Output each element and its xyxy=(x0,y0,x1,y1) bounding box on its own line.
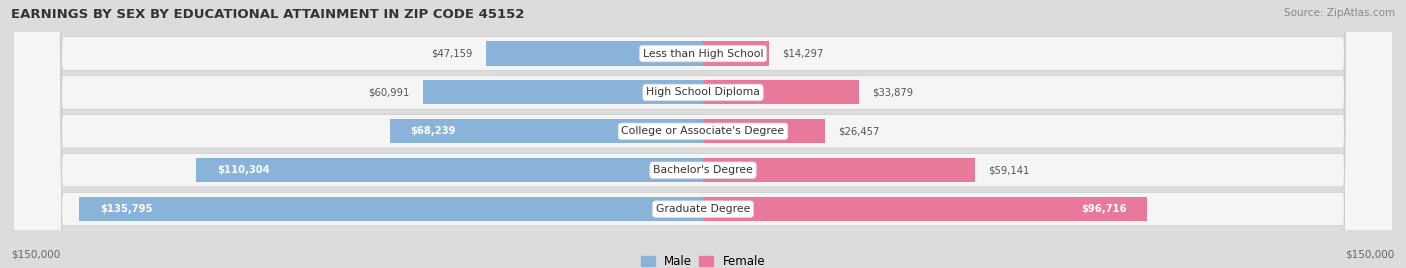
FancyBboxPatch shape xyxy=(7,0,1399,268)
Text: $135,795: $135,795 xyxy=(100,204,152,214)
Text: $68,239: $68,239 xyxy=(411,126,456,136)
FancyBboxPatch shape xyxy=(7,0,1399,268)
Bar xyxy=(703,119,824,143)
Text: $110,304: $110,304 xyxy=(217,165,270,175)
Text: $14,297: $14,297 xyxy=(783,49,824,58)
Bar xyxy=(389,119,703,143)
FancyBboxPatch shape xyxy=(7,0,1399,268)
Text: $47,159: $47,159 xyxy=(432,49,472,58)
Text: $59,141: $59,141 xyxy=(988,165,1029,175)
Bar xyxy=(197,158,703,182)
Bar xyxy=(703,80,859,105)
FancyBboxPatch shape xyxy=(7,0,1399,268)
Text: $26,457: $26,457 xyxy=(838,126,880,136)
Text: $96,716: $96,716 xyxy=(1081,204,1126,214)
Text: $60,991: $60,991 xyxy=(368,87,409,98)
Text: Source: ZipAtlas.com: Source: ZipAtlas.com xyxy=(1284,8,1395,18)
Bar xyxy=(703,158,974,182)
Legend: Male, Female: Male, Female xyxy=(641,255,765,268)
Bar xyxy=(423,80,703,105)
Bar xyxy=(703,197,1147,221)
Text: $150,000: $150,000 xyxy=(11,250,60,260)
Bar xyxy=(79,197,703,221)
Text: Less than High School: Less than High School xyxy=(643,49,763,58)
FancyBboxPatch shape xyxy=(7,0,1399,268)
Text: Graduate Degree: Graduate Degree xyxy=(655,204,751,214)
Text: $150,000: $150,000 xyxy=(1346,250,1395,260)
Bar xyxy=(703,42,769,66)
Text: High School Diploma: High School Diploma xyxy=(647,87,759,98)
Text: $33,879: $33,879 xyxy=(872,87,914,98)
Text: EARNINGS BY SEX BY EDUCATIONAL ATTAINMENT IN ZIP CODE 45152: EARNINGS BY SEX BY EDUCATIONAL ATTAINMEN… xyxy=(11,8,524,21)
Text: Bachelor's Degree: Bachelor's Degree xyxy=(652,165,754,175)
Bar xyxy=(486,42,703,66)
Text: College or Associate's Degree: College or Associate's Degree xyxy=(621,126,785,136)
